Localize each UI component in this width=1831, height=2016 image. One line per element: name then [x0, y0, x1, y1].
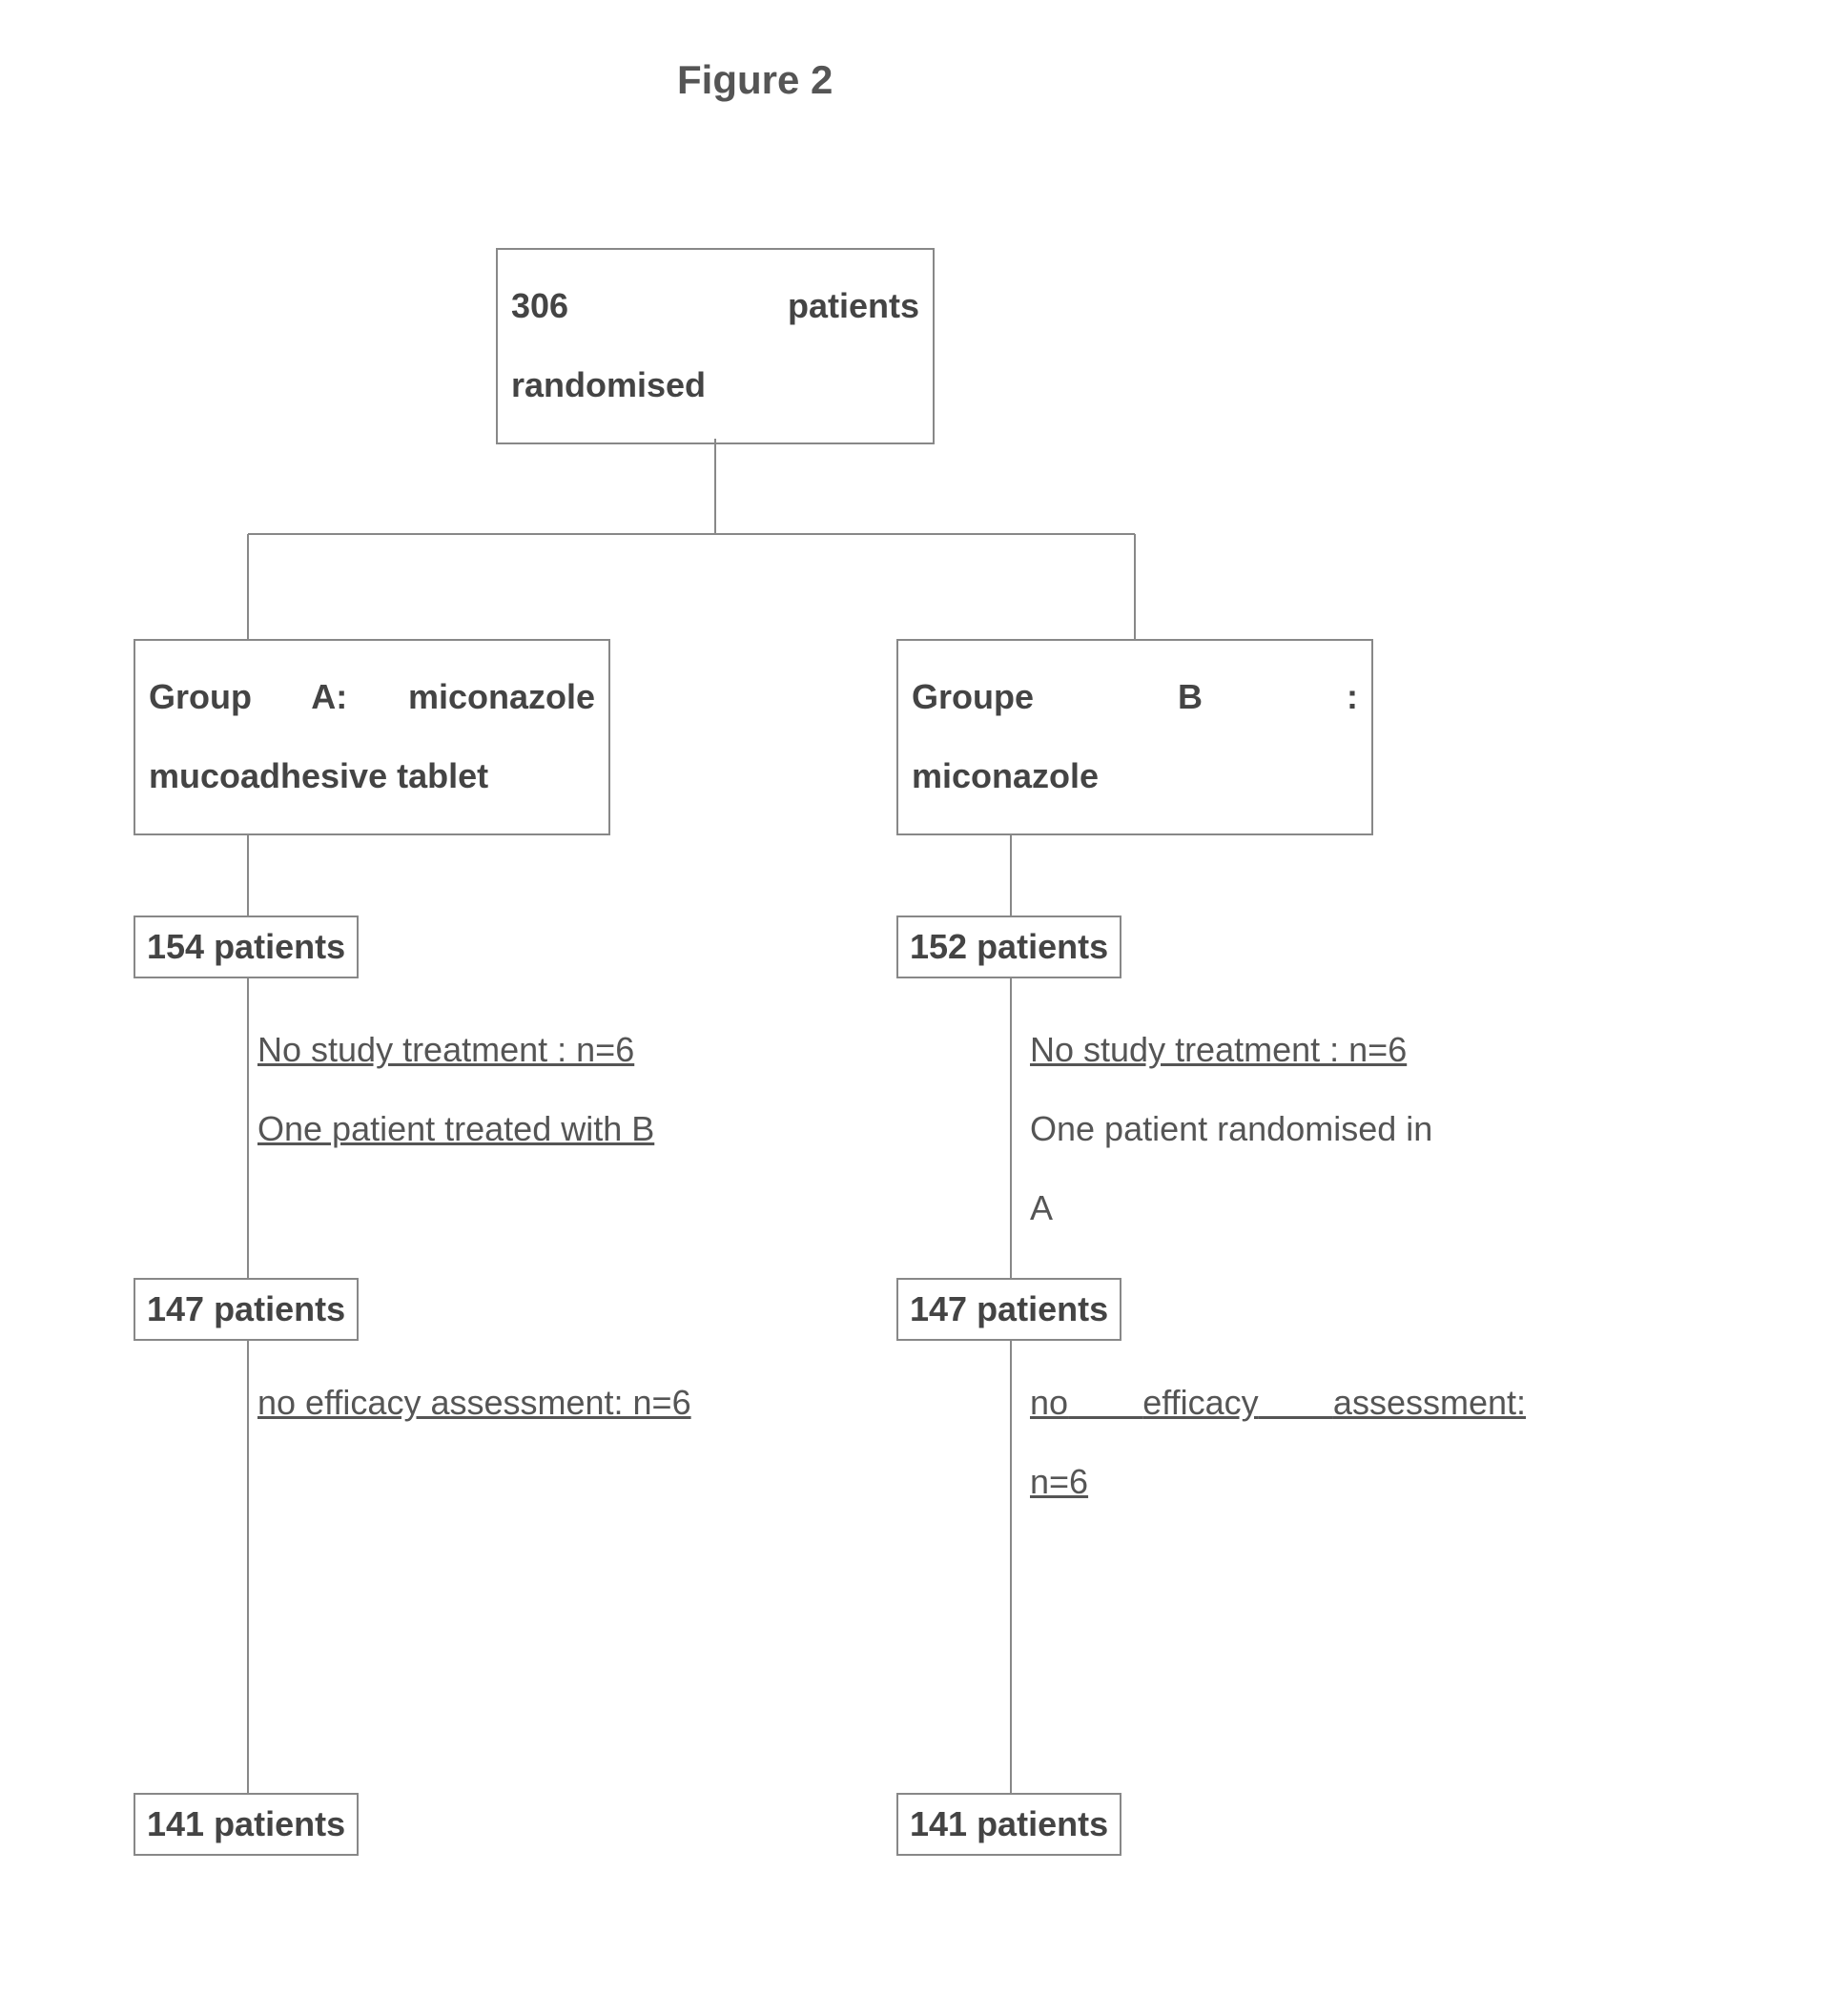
gb-note2-line1: no efficacy assessment:	[1030, 1364, 1526, 1443]
ga-l: Group	[149, 677, 252, 716]
ga-r: miconazole	[408, 677, 595, 716]
group-b-n1: 152 patients	[896, 915, 1121, 978]
group-a-n1: 154 patients	[134, 915, 359, 978]
gb-l: Groupe	[912, 677, 1034, 716]
group-b-n3: 141 patients	[896, 1793, 1121, 1856]
group-b-note1: No study treatment : n=6 One patient ran…	[1030, 1011, 1526, 1247]
gb-note1-a: No study treatment : n=6	[1030, 1011, 1526, 1090]
gb-n2c: assessment:	[1333, 1383, 1526, 1422]
group-a-header-line1: Group A: miconazole	[149, 658, 595, 737]
ga-note1-b: One patient treated with B	[257, 1090, 654, 1169]
gb-note1-c: A	[1030, 1169, 1526, 1248]
group-a-n2: 147 patients	[134, 1278, 359, 1341]
group-a-header: Group A: miconazole mucoadhesive tablet	[134, 639, 610, 835]
group-a-note1: No study treatment : n=6 One patient tre…	[257, 1011, 654, 1169]
group-b-header-line2: miconazole	[912, 756, 1099, 795]
group-b-header: Groupe B : miconazole	[896, 639, 1373, 835]
group-b-note2: no efficacy assessment: n=6	[1030, 1364, 1526, 1522]
gb-note2-line2: n=6	[1030, 1443, 1526, 1522]
ga-note1-a: No study treatment : n=6	[257, 1011, 654, 1090]
gb-n2a: no	[1030, 1383, 1068, 1422]
ga-m: A:	[311, 677, 347, 716]
group-a-note2: no efficacy assessment: n=6	[257, 1364, 691, 1443]
gb-note1-b: One patient randomised in	[1030, 1090, 1526, 1169]
group-a-header-line2: mucoadhesive tablet	[149, 756, 488, 795]
gb-r: B :	[1178, 677, 1358, 716]
gb-n2b: efficacy	[1142, 1383, 1258, 1422]
group-b-header-line1: Groupe B :	[912, 658, 1358, 737]
connectors	[0, 0, 1831, 2016]
group-a-n3: 141 patients	[134, 1793, 359, 1856]
group-b-n2: 147 patients	[896, 1278, 1121, 1341]
